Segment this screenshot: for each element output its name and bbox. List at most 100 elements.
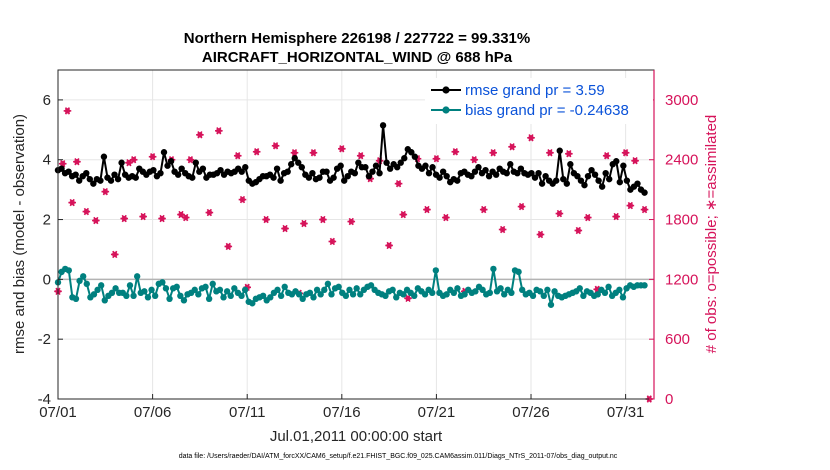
rmse-point bbox=[372, 162, 380, 169]
bias-point bbox=[472, 288, 479, 295]
legend: rmse grand pr = 3.59 bias grand pr = -0.… bbox=[425, 78, 653, 124]
legend-rmse-label: rmse grand pr = 3.59 bbox=[465, 82, 605, 99]
rmse-point bbox=[316, 174, 323, 181]
obs-count-marker bbox=[252, 148, 261, 156]
bias-point bbox=[313, 286, 321, 294]
y2-tick-label: 3000 bbox=[665, 92, 698, 109]
bias-point bbox=[259, 292, 267, 300]
bias-point bbox=[141, 288, 148, 295]
bias-point bbox=[594, 291, 601, 298]
rmse-point bbox=[595, 177, 602, 184]
obs-possible-circle bbox=[178, 211, 184, 218]
rmse-point bbox=[337, 162, 344, 169]
x-axis: 07/01 07/06 07/11 07/16 07/21 07/26 07/31 bbox=[39, 394, 644, 421]
obs-possible-circle bbox=[93, 217, 99, 224]
rmse-point bbox=[383, 159, 390, 166]
obs-possible-circle bbox=[112, 251, 118, 258]
bias-series bbox=[54, 265, 648, 308]
rmse-point bbox=[425, 169, 433, 177]
rmse-point bbox=[76, 177, 83, 184]
obs-count-marker bbox=[120, 214, 129, 223]
rmse-point bbox=[567, 161, 574, 168]
bias-point bbox=[223, 288, 231, 295]
obs-possible-circle bbox=[64, 108, 71, 114]
bias-point bbox=[580, 292, 587, 300]
rmse-point bbox=[355, 159, 362, 166]
bias-point bbox=[277, 292, 285, 300]
legend-rmse-marker bbox=[442, 86, 450, 94]
bias-point bbox=[281, 283, 288, 291]
bias-point bbox=[486, 289, 494, 297]
bias-point bbox=[209, 280, 216, 288]
rmse-point bbox=[362, 164, 369, 171]
rmse-point bbox=[132, 174, 139, 181]
bias-point bbox=[454, 285, 461, 292]
obs-possible-circle bbox=[452, 149, 459, 155]
bias-point bbox=[101, 297, 108, 304]
rmse-point bbox=[351, 169, 359, 177]
rmse-point bbox=[588, 166, 595, 174]
obs-count-marker bbox=[394, 179, 403, 188]
obs-count-marker bbox=[583, 213, 592, 222]
legend-box bbox=[425, 78, 653, 124]
obs-possible-circle bbox=[272, 143, 279, 149]
rmse-point bbox=[150, 166, 157, 174]
bias-point bbox=[216, 286, 224, 294]
obs-count-marker bbox=[92, 216, 100, 225]
obs-possible-circle bbox=[433, 156, 440, 162]
obs-count-marker bbox=[338, 145, 346, 153]
rmse-point bbox=[344, 172, 351, 180]
obs-count-marker bbox=[621, 149, 630, 157]
rmse-point bbox=[517, 165, 525, 172]
rmse-point bbox=[65, 168, 72, 175]
obs-possible-circle bbox=[69, 199, 75, 206]
rmse-point bbox=[528, 169, 535, 177]
rmse-point bbox=[199, 165, 207, 172]
rmse-point bbox=[174, 171, 182, 178]
rmse-point bbox=[468, 172, 475, 180]
obs-count-marker bbox=[489, 149, 497, 157]
bias-point bbox=[389, 286, 396, 294]
obs-possible-circle bbox=[395, 180, 402, 187]
obs-count-marker bbox=[385, 241, 393, 250]
obs-possible-circle bbox=[348, 218, 354, 225]
obs-possible-circle bbox=[74, 159, 80, 165]
rmse-point bbox=[107, 177, 115, 184]
obs-possible-circle bbox=[216, 128, 222, 134]
obs-count-marker bbox=[442, 213, 450, 222]
obs-count-marker bbox=[224, 242, 233, 251]
bias-point bbox=[551, 288, 558, 295]
rmse-point bbox=[401, 155, 408, 162]
rmse-point bbox=[86, 175, 94, 183]
bias-point bbox=[130, 292, 137, 300]
obs-possible-circle bbox=[537, 231, 544, 238]
obs-count-marker bbox=[148, 153, 157, 161]
obs-count-marker bbox=[404, 294, 412, 302]
bias-point bbox=[382, 292, 389, 300]
bias-point bbox=[220, 294, 227, 301]
bias-point bbox=[393, 294, 400, 301]
data-file-footnote: data file: /Users/raeder/DAI/ATM_forcXX/… bbox=[179, 453, 618, 460]
x-tick-label: 07/11 bbox=[229, 404, 265, 421]
bias-point bbox=[605, 283, 612, 291]
bias-point bbox=[202, 283, 209, 291]
y-axis-right: 0 600 1200 1800 2400 3000 bbox=[649, 70, 698, 408]
rmse-point bbox=[365, 172, 373, 180]
x-tick-label: 07/16 bbox=[323, 404, 361, 421]
obs-count-marker bbox=[262, 215, 270, 224]
rmse-point bbox=[436, 174, 443, 181]
obs-possible-circle bbox=[622, 150, 629, 156]
rmse-point bbox=[330, 174, 337, 181]
bias-point bbox=[177, 292, 184, 300]
y-tick-label: 4 bbox=[43, 152, 51, 169]
obs-possible-circle bbox=[556, 210, 563, 217]
rmse-point bbox=[584, 172, 592, 180]
chart-title: Northern Hemisphere 226198 / 227722 = 99… bbox=[184, 30, 530, 47]
rmse-point bbox=[535, 169, 542, 177]
bias-point bbox=[65, 267, 72, 274]
rmse-point bbox=[97, 177, 104, 184]
obs-possible-circle bbox=[386, 242, 392, 249]
bias-point bbox=[411, 292, 418, 300]
obs-count-marker bbox=[399, 210, 408, 219]
rmse-point bbox=[178, 165, 185, 172]
